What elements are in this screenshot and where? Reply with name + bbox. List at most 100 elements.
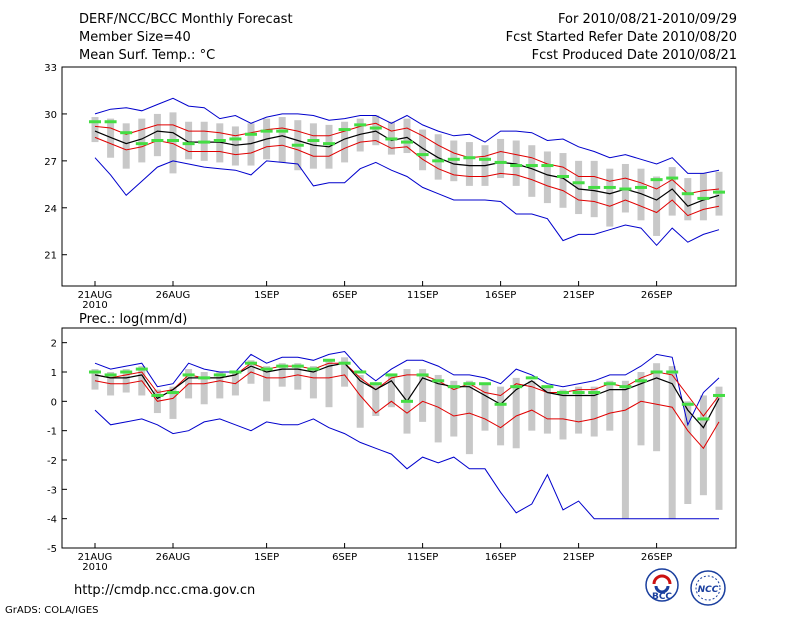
member-size-label: Member Size=40 [79,30,191,45]
temp-observed-marker [291,143,304,147]
temp-max-line [94,97,720,174]
prec-xtick-label: 16SEP [485,552,516,563]
ncc-logo: NCC [690,570,726,606]
temp-observed-marker [120,131,133,135]
temp-spread-bar [91,117,99,143]
grads-credit: GrADS: COLA/IGES [5,605,99,616]
prec-max-line [94,350,720,427]
prec-spread-bar [122,369,130,393]
temp-observed-marker [229,137,242,141]
temp-spread-bar [153,113,161,157]
prec-xtick-label: 26AUG [156,552,191,563]
prec-observed-marker [603,382,616,386]
prec-observed-marker [338,361,351,365]
prec-spread-bar [387,374,395,408]
temp-observed-marker [213,139,226,143]
prec-spread-bar [294,363,302,390]
temp-spread-bar [356,118,364,152]
prec-spread-bar [450,380,458,437]
prec-spread-bar [575,386,583,434]
temp-observed-marker [338,128,351,132]
prec-spread-bar [528,380,536,431]
prec-observed-marker [666,370,679,374]
prec-ytick-label: 0 [51,397,57,408]
temp-spread-bar [715,171,723,216]
temp-spread-bar [231,126,239,166]
temp-observed-marker [182,142,195,146]
prec-spread-bar [684,401,692,504]
prec-spread-bar [715,386,723,510]
prec-observed-marker [557,391,569,395]
prec-ytick-label: -1 [47,427,57,438]
temp-ytick-label: 33 [44,63,57,74]
prec-observed-marker [635,379,647,383]
temp-spread-bar [512,140,520,186]
prec-spread-bar [497,386,505,446]
prec-spread-bar [559,389,567,440]
temp-spread-bar [653,176,661,236]
temp-spread-bar [465,142,473,186]
prec-observed-marker [479,382,491,386]
prec-observed-marker [494,402,507,406]
temp-observed-marker [588,185,601,189]
temp-observed-marker [619,187,632,191]
temp-spread-bar [185,121,193,160]
prec-min-line [94,409,719,520]
prec-observed-marker [510,385,523,389]
prec-observed-marker [276,364,289,368]
prec-xtick-label: 26SEP [641,552,672,563]
temp-ytick-label: 30 [44,110,57,121]
temp-observed-marker [666,176,679,180]
temp-spread-bar [559,153,567,208]
prec-spread-bar [278,363,286,387]
temp-spread-bar [309,123,317,169]
prec-ytick-label: -4 [47,515,57,526]
temp-xtick-label: 26SEP [641,290,672,301]
prec-spread-bar [481,383,489,431]
prec-xtick-label: 21AUG [78,552,113,563]
temp-xtick-label: 1SEP [254,290,279,301]
temp-spread-bar [278,117,286,163]
prec-xtick-label: 1SEP [254,552,279,563]
prec-spread-bar [465,380,473,455]
prec-observed-marker [447,385,460,389]
source-url[interactable]: http://cmdp.ncc.cma.gov.cn [74,583,256,598]
temp-lower-line [94,136,720,217]
prec-spread-bar [699,395,707,496]
temp-observed-marker [104,120,117,124]
temp-spread-bar [699,173,707,221]
temp-xtick-label: 21SEP [563,290,594,301]
prec-ytick-label: 2 [51,339,57,350]
temp-observed-marker [603,185,616,189]
temp-observed-marker [198,140,211,144]
prec-observed-marker [713,393,725,397]
prec-observed-marker [245,361,257,365]
prec-observed-marker [229,370,242,374]
prec-observed-marker [541,385,554,389]
temp-ytick-label: 27 [44,157,57,168]
prec-observed-marker [323,358,335,362]
prec-spread-bar [91,369,99,390]
temperature-panel-frame [61,66,737,287]
chart-title: DERF/NCC/BCC Monthly Forecast [79,12,293,27]
temp-observed-marker [713,190,725,194]
prec-spread-bar [169,386,177,419]
temp-spread-bar [403,118,411,154]
temp-spread-bar [497,138,505,179]
temp-min-line [94,157,720,247]
prec-observed-marker [104,373,117,377]
prec-observed-marker [588,391,601,395]
temp-spread-bar [434,134,442,180]
prec-observed-marker [151,393,164,397]
temp-observed-marker [260,129,273,133]
temp-spread-bar [637,168,645,221]
prec-observed-marker [354,370,367,374]
bcc-logo-text: BCC [652,592,672,602]
temp-spread-bar [543,151,551,204]
temp-spread-bar [684,178,692,221]
prec-spread-bar [512,377,520,449]
temp-observed-marker [323,142,335,146]
prec-spread-bar [434,374,442,443]
prec-spread-bar [606,380,614,431]
